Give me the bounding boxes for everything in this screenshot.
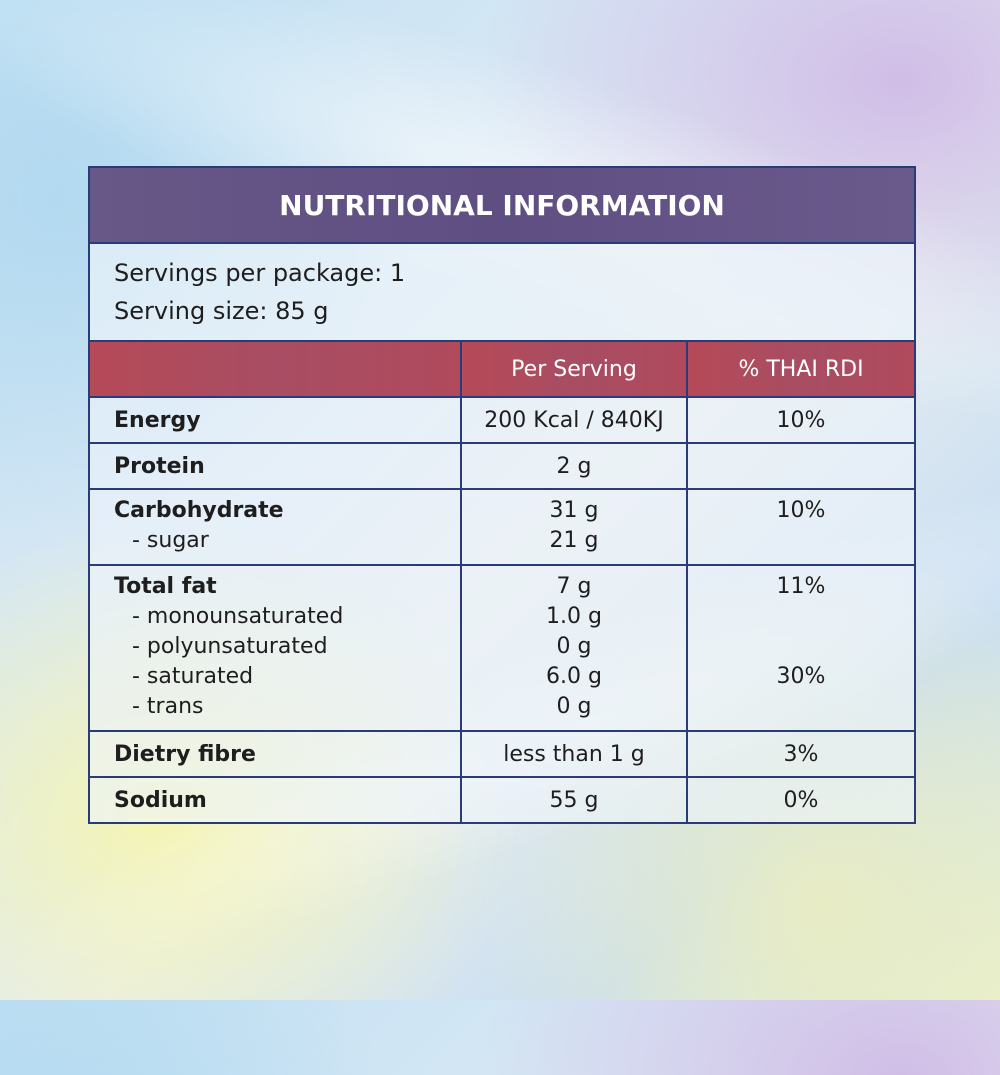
serving-info: Servings per package: 1 Serving size: 85… [87,242,917,342]
nutrition-table: NUTRITIONAL INFORMATION Servings per pac… [87,166,917,824]
nutrient-protein: Protein [88,442,462,490]
column-header-nutrient [88,340,462,398]
nutrient-sodium: Sodium [88,776,462,824]
rdi-spacer [688,602,914,632]
nutrient-saturated: - saturated [132,664,254,689]
energy-value: 200 Kcal / 840KJ [460,396,688,444]
rdi-spacer [688,632,914,662]
table-row: Dietry fibre less than 1 g 3% [88,730,917,778]
saturated-value: 6.0 g [546,664,602,689]
nutrient-energy: Energy [88,396,462,444]
nutrient-carbohydrate: Carbohydrate [114,498,284,523]
nutrient-monounsaturated: - monounsaturated [132,604,344,629]
monounsaturated-value: 1.0 g [546,604,602,629]
carbohydrate-value: 31 g [549,498,599,523]
table-row: Total fat - monounsaturated - polyunsatu… [88,564,917,732]
energy-rdi: 10% [685,396,917,444]
sodium-value: 55 g [460,776,688,824]
trans-value: 0 g [556,694,592,719]
protein-value: 2 g [460,442,688,490]
nutrient-sugar: - sugar [132,528,209,553]
nutrient-total-fat-cell: Total fat - monounsaturated - polyunsatu… [88,564,462,732]
servings-per-package: Servings per package: 1 [114,259,406,287]
total-fat-value: 7 g [556,574,592,599]
carbohydrate-values: 31 g 21 g [460,488,688,566]
fibre-rdi: 3% [685,730,917,778]
nutrient-trans: - trans [132,694,204,719]
column-header-per-serving: Per Serving [460,340,688,398]
rdi-spacer [688,692,914,722]
table-header-row: Per Serving % THAI RDI [88,340,917,398]
sugar-value: 21 g [549,528,599,553]
serving-size: Serving size: 85 g [114,297,329,325]
table-title: NUTRITIONAL INFORMATION [87,166,917,244]
total-fat-values: 7 g 1.0 g 0 g 6.0 g 0 g [460,564,688,732]
nutrient-dietry-fibre: Dietry fibre [88,730,462,778]
protein-rdi [685,442,917,490]
table-row: Protein 2 g [88,442,917,490]
total-fat-rdi-cell: 11% 30% [685,564,917,732]
carbohydrate-rdi-cell: 10% [685,488,917,566]
nutrient-carbohydrate-cell: Carbohydrate - sugar [88,488,462,566]
table-row: Sodium 55 g 0% [88,776,917,824]
nutrient-total-fat: Total fat [114,574,217,599]
table-row: Energy 200 Kcal / 840KJ 10% [88,396,917,444]
nutrient-polyunsaturated: - polyunsaturated [132,634,328,659]
total-fat-rdi: 11% [776,574,826,599]
fibre-value: less than 1 g [460,730,688,778]
column-header-rdi: % THAI RDI [685,340,917,398]
saturated-rdi: 30% [776,664,826,689]
sodium-rdi: 0% [685,776,917,824]
polyunsaturated-value: 0 g [556,634,592,659]
table-row: Carbohydrate - sugar 31 g 21 g 10% [88,488,917,566]
carbohydrate-rdi: 10% [776,498,826,523]
